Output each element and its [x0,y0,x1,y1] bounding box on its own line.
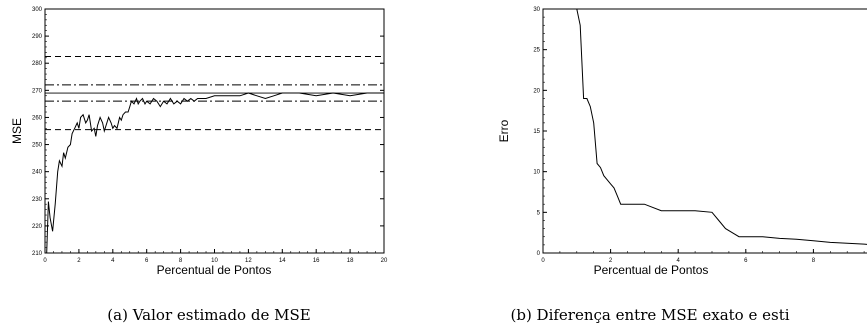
chart-a-y-tick-label: 240 [32,170,43,176]
chart-b-y-label: Erro [497,119,511,142]
chart-a-series [45,55,384,254]
chart-a-y-tick-label: 230 [32,197,43,203]
chart-b-x-tick-label: 8 [812,258,816,264]
chart-a-y-tick-label: 290 [32,34,43,40]
chart-a-series-line [46,92,384,254]
chart-b-frame [542,8,867,254]
chart-b-x-tick-label: 2 [609,258,613,264]
chart-b-y-tick-label: 0 [537,251,541,257]
chart-a-x-tick-label: 2 [77,258,81,264]
chart-a-x-tick-label: 0 [43,258,47,264]
chart-b-y-ticks: 0 5 10 15 20 25 30 [533,7,547,257]
chart-a-x-tick-label: 6 [145,258,149,264]
chart-a-y-tick-label: 250 [32,143,43,149]
chart-a-x-tick-label: 10 [211,258,218,264]
chart-b-x-tick-label: 4 [677,258,681,264]
chart-a-y-tick-label: 270 [32,88,43,94]
chart-a-y-tick-label: 220 [32,224,43,230]
chart-b-caption: (b) Diferença entre MSE exato e esti [510,306,789,324]
chart-a-x-tick-label: 4 [111,258,115,264]
chart-a-y-tick-label: 260 [32,115,43,121]
chart-a-x-tick-label: 20 [381,258,388,264]
chart-a-frame [44,8,385,254]
chart-a-y-tick-label: 280 [32,61,43,67]
chart-a-y-tick-label: 300 [32,7,43,13]
chart-a-x-tick-label: 18 [347,258,354,264]
chart-b-y-tick-label: 15 [533,129,540,135]
chart-b-y-tick-label: 30 [533,7,540,13]
chart-a-x-tick-label: 14 [279,258,286,264]
chart-a-x-label: Percentual de Pontos [157,263,272,277]
chart-a-caption: (a) Valor estimado de MSE [107,306,310,324]
chart-a-x-tick-label: 8 [179,258,183,264]
chart-b-series-line [576,8,867,245]
chart-a-y-label: MSE [10,118,24,144]
chart-a-y-tick-label: 210 [32,251,43,257]
chart-b-x-label: Percentual de Pontos [594,263,709,277]
chart-a-x-ticks: 0 2 4 6 8 10 12 14 16 18 20 [43,249,388,264]
chart-b-series [576,8,867,245]
chart-b-x-tick-label: 0 [541,258,545,264]
chart-a-y-ticks: 210 220 230 240 250 260 270 280 290 300 [32,7,384,257]
chart-b-x-tick-label: 6 [744,258,748,264]
chart-a-x-tick-label: 12 [245,258,252,264]
chart-b-y-tick-label: 25 [533,48,540,54]
chart-b-y-tick-label: 20 [533,88,540,94]
chart-a: 0 2 4 6 8 10 12 14 16 18 20 2102202302402502602702… [10,7,388,324]
chart-a-x-tick-label: 16 [313,258,320,264]
chart-b-y-tick-label: 10 [533,170,540,176]
chart-b-y-tick-label: 5 [537,210,541,216]
